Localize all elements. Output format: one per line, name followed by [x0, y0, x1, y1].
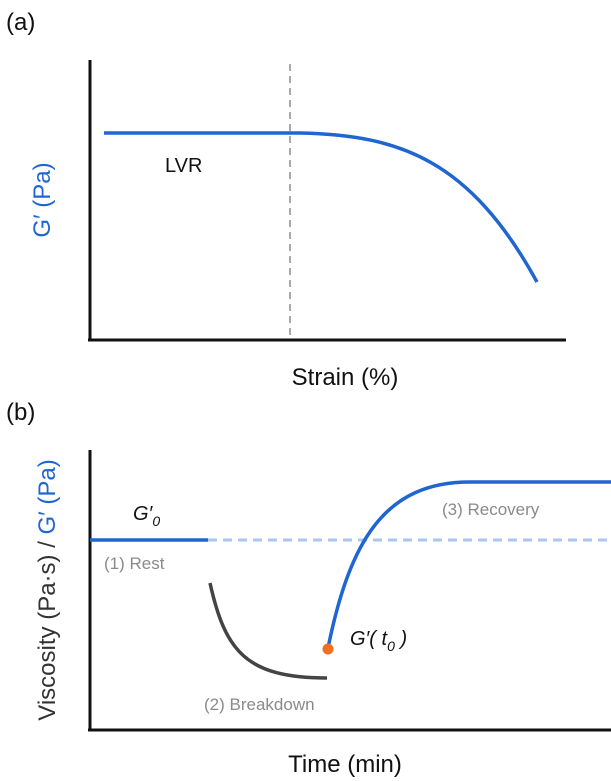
- recovery-curve: [326, 480, 611, 649]
- y-axis-label: G′ (Pa): [29, 162, 56, 237]
- x-axis-label: Time (min): [288, 751, 402, 778]
- start-point: [322, 643, 334, 655]
- g0-label: G′0: [133, 503, 160, 529]
- label-sub: 0: [152, 513, 160, 529]
- modulus-curve: [104, 131, 539, 283]
- label-sub: 0: [387, 638, 395, 654]
- breakdown-curve: [208, 582, 328, 680]
- stage-label: (2) Breakdown: [204, 695, 315, 714]
- region-label: LVR: [165, 155, 202, 177]
- label-main: G′( t: [350, 628, 389, 650]
- y-axis-label: Viscosity (Pa·s) / G′ (Pa): [34, 459, 61, 720]
- panel-tag: (b): [6, 399, 35, 426]
- label-main: G′: [133, 503, 154, 525]
- stage-label: (3) Recovery: [442, 500, 540, 519]
- x-axis-label: Strain (%): [292, 364, 399, 391]
- panel-tag: (a): [6, 9, 35, 36]
- y-label-part: G′ (Pa): [34, 459, 61, 534]
- label-end: ): [395, 628, 407, 650]
- stage-label: (1) Rest: [104, 554, 165, 573]
- y-label-part: Viscosity (Pa·s) /: [34, 534, 61, 720]
- gt0-label: G′( t0 ): [350, 628, 407, 654]
